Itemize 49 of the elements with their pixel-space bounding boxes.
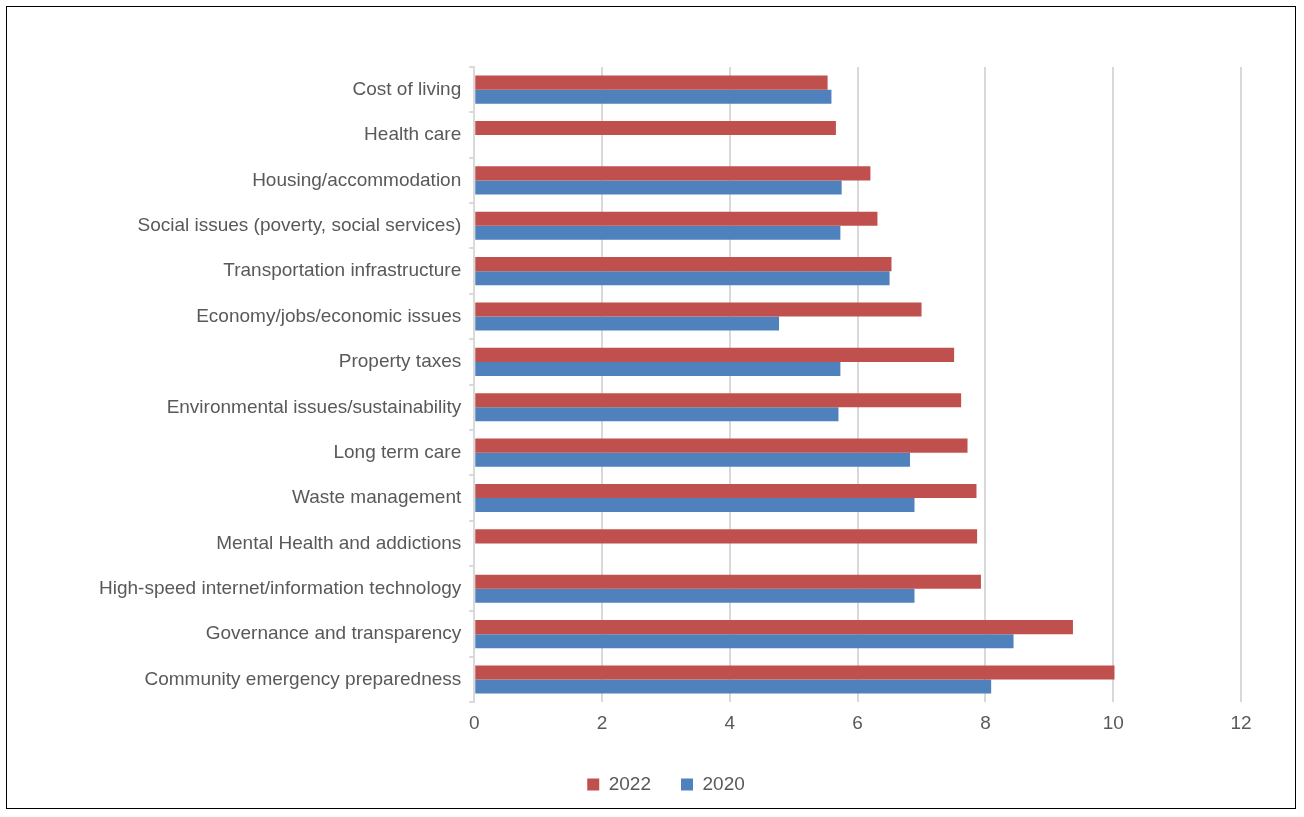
y-tick-label: Property taxes [338,350,462,372]
bar [475,679,992,694]
y-tick-label: High-speed internet/information technology [98,577,462,599]
bar [475,180,842,195]
y-tick-label: Economy/jobs/economic issues [196,304,462,326]
bar [475,483,977,499]
x-tick-label: 4 [724,711,736,733]
y-tick-label: Environmental issues/sustainability [166,395,462,417]
bar [475,438,968,453]
x-tick-label: 6 [852,711,863,733]
bar [475,393,962,408]
x-tick-label: 12 [1230,711,1252,733]
bar [475,166,871,181]
bar [475,75,828,90]
y-tick-label: Community emergency preparedness [144,667,462,689]
y-tick-label: Mental Health and addictions [216,531,462,553]
y-tick-label: Transportation infrastructure [223,259,462,281]
y-tick-label: Cost of living [352,77,462,99]
bar [475,620,1073,635]
bar [475,634,1014,649]
bar [475,588,915,603]
bar [475,665,1115,680]
bar [475,257,892,272]
y-tick-label: Governance and transparency [205,622,462,644]
bar [475,574,981,589]
y-tick-label: Social issues (poverty, social services) [137,214,462,236]
x-tick-label: 2 [596,711,608,733]
bar [475,211,878,226]
bar [475,407,839,422]
bar [475,316,780,331]
bar [475,529,978,544]
y-tick-label: Health care [364,123,462,145]
bar [475,89,832,104]
bar [475,452,911,467]
bar [475,271,890,286]
y-tick-label: Waste management [291,486,462,508]
x-tick-label: 10 [1102,711,1124,733]
bar [475,120,836,136]
legend-label: 2020 [702,772,745,794]
y-tick-label: Housing/accommodation [252,168,462,190]
bar [475,225,841,240]
x-tick-label: 8 [980,711,991,733]
legend-label: 2022 [608,772,652,794]
bar [475,498,915,513]
y-tick-label: Long term care [333,440,462,462]
bar [475,361,841,376]
bar [475,302,922,317]
bar [475,347,955,362]
x-tick-label: 0 [468,711,480,733]
